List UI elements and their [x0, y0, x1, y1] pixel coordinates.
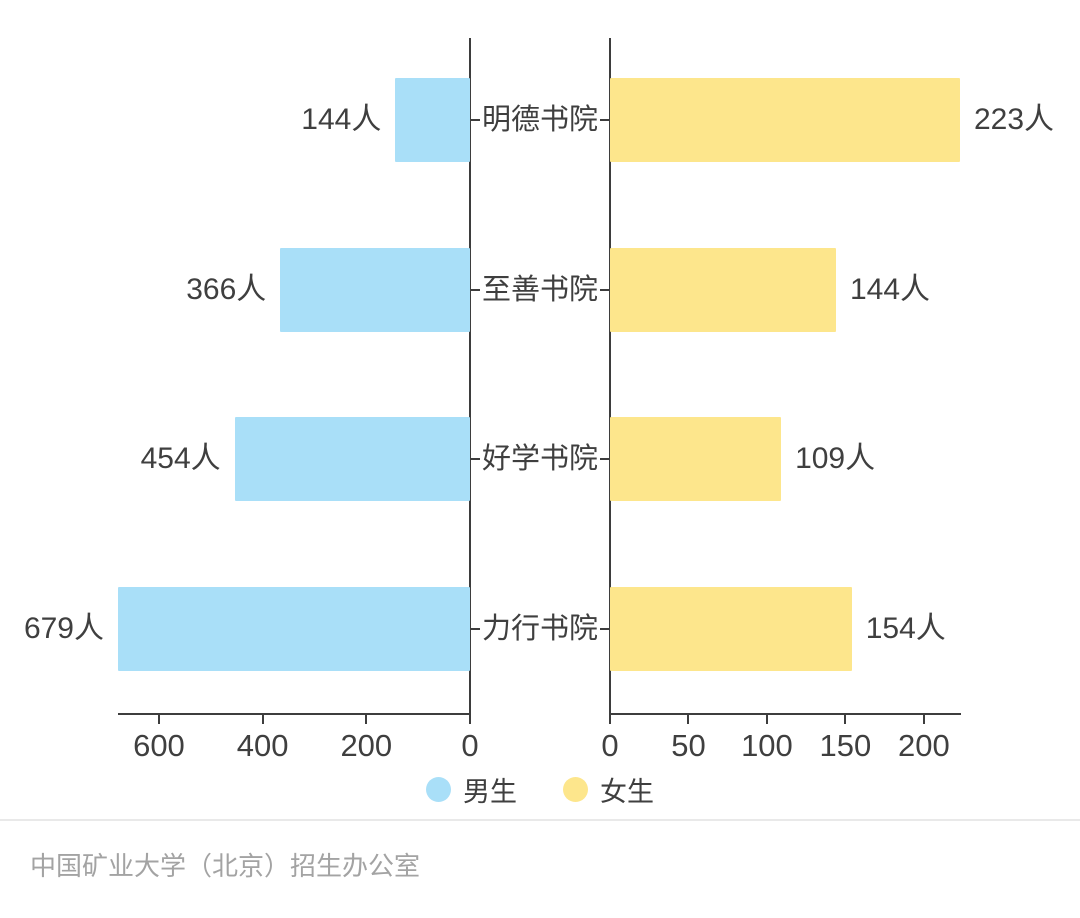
- left-axis-tick-label-400: 400: [236, 728, 289, 763]
- footer-divider: [0, 819, 1080, 821]
- right-axis-tick-100: [765, 715, 768, 724]
- left-category-tick-1: [471, 119, 480, 121]
- female-bar-3: [610, 417, 782, 501]
- left-axis-tick-200: [365, 715, 368, 724]
- left-category-tick-3: [471, 458, 480, 460]
- right-axis-tick-50: [687, 715, 690, 724]
- right-chart-vertical-axis: [609, 38, 611, 715]
- right-axis-tick-label-0: 0: [601, 728, 619, 763]
- left-axis-tick-label-600: 600: [133, 728, 185, 763]
- male-bar-2: [280, 248, 470, 332]
- category-label-3: 好学书院: [481, 443, 598, 475]
- right-category-tick-3: [600, 458, 609, 460]
- category-label-2: 至善书院: [481, 274, 598, 306]
- right-axis-tick-0: [609, 715, 611, 724]
- right-category-tick-1: [600, 119, 609, 121]
- male-bar-1: [395, 78, 470, 162]
- male-bar-4: [118, 587, 470, 671]
- left-axis-tick-600: [157, 715, 160, 724]
- category-label-1: 明德书院: [481, 104, 598, 136]
- right-axis-tick-200: [922, 715, 925, 724]
- right-axis-tick-label-50: 50: [671, 728, 706, 763]
- male-bar-3: [234, 417, 470, 501]
- right-axis-tick-label-100: 100: [741, 728, 793, 763]
- right-chart-horizontal-axis: [609, 713, 961, 715]
- female-bar-2: [610, 248, 836, 332]
- female-value-label-1: 223人: [974, 103, 1055, 136]
- female-value-label-2: 144人: [850, 273, 931, 306]
- footer-source-text: 中国矿业大学（北京）招生办公室: [30, 851, 421, 881]
- left-axis-tick-label-200: 200: [340, 728, 393, 763]
- right-category-tick-2: [600, 289, 609, 291]
- left-chart-horizontal-axis: [118, 713, 471, 715]
- male-value-label-1: 144人: [301, 103, 382, 136]
- right-axis-tick-label-150: 150: [819, 728, 872, 763]
- category-label-4: 力行书院: [481, 613, 598, 645]
- right-axis-tick-label-200: 200: [898, 728, 950, 763]
- legend-item-male: 男生: [426, 770, 517, 809]
- male-legend-dot-icon: [426, 777, 451, 802]
- left-chart-vertical-axis: [469, 38, 471, 715]
- legend-item-female: 女生: [563, 770, 654, 809]
- female-value-label-4: 154人: [865, 612, 946, 645]
- female-legend-dot-icon: [563, 777, 588, 802]
- left-category-tick-2: [471, 289, 480, 291]
- female-value-label-3: 109人: [795, 442, 876, 475]
- male-legend-label: 男生: [463, 777, 517, 807]
- left-axis-tick-400: [261, 715, 264, 724]
- male-value-label-2: 366人: [186, 273, 267, 306]
- left-category-tick-4: [471, 628, 480, 630]
- right-axis-tick-150: [844, 715, 847, 724]
- left-axis-tick-0: [469, 715, 471, 724]
- left-axis-tick-label-0: 0: [461, 728, 479, 763]
- female-bar-4: [610, 587, 852, 671]
- male-value-label-3: 454人: [140, 442, 221, 475]
- right-category-tick-4: [600, 628, 609, 630]
- female-bar-1: [610, 78, 960, 162]
- male-value-label-4: 679人: [23, 612, 104, 645]
- legend: 男生 女生: [0, 770, 1080, 809]
- female-legend-label: 女生: [600, 777, 654, 807]
